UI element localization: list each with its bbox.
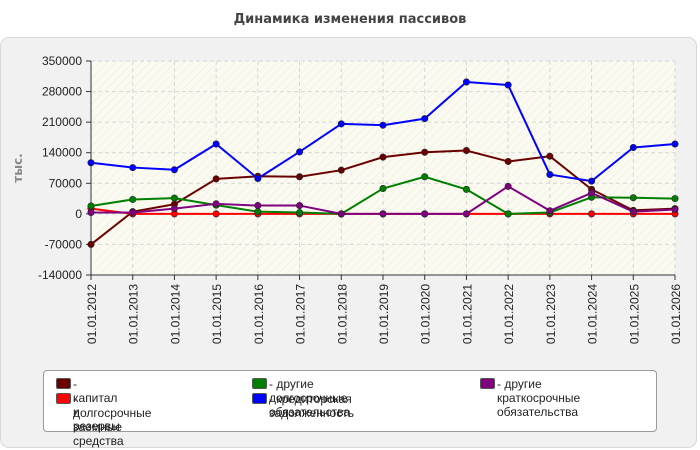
data-point — [212, 140, 220, 148]
legend-swatch — [252, 393, 267, 404]
data-point — [629, 143, 637, 151]
y-axis-label: тыс. — [11, 153, 25, 182]
data-point — [212, 200, 220, 208]
data-point — [462, 185, 470, 193]
x-tick-label: 01.01.2022 — [502, 284, 516, 344]
legend-label: - кредиторская задолженность — [269, 392, 354, 420]
data-point — [170, 194, 178, 202]
data-point — [296, 209, 304, 217]
data-point — [296, 148, 304, 156]
data-point — [421, 148, 429, 156]
data-point — [379, 185, 387, 193]
x-tick-label: 01.01.2013 — [127, 284, 141, 344]
x-tick-label: 01.01.2024 — [586, 284, 600, 344]
data-point — [296, 173, 304, 181]
legend-swatch — [56, 378, 71, 389]
data-point — [421, 173, 429, 181]
y-tick-label: 140000 — [42, 146, 82, 160]
data-point — [337, 166, 345, 174]
data-point — [462, 147, 470, 155]
data-point — [588, 177, 596, 185]
data-point — [87, 159, 95, 167]
x-tick-label: 01.01.2023 — [544, 284, 558, 344]
data-point — [504, 81, 512, 89]
x-tick-label: 01.01.2026 — [669, 284, 683, 344]
y-tick-label: 70000 — [49, 176, 83, 190]
x-tick-label: 01.01.2016 — [252, 284, 266, 344]
data-point — [504, 210, 512, 218]
y-tick-label: 280000 — [42, 85, 82, 99]
x-tick-label: 01.01.2015 — [210, 284, 224, 344]
x-tick-label: 01.01.2019 — [377, 284, 391, 344]
data-point — [671, 140, 679, 148]
legend-label: - другие долгосрочные обязательства — [269, 377, 350, 419]
x-tick-label: 01.01.2017 — [294, 284, 308, 344]
data-point — [504, 157, 512, 165]
data-point — [129, 209, 137, 217]
data-point — [337, 210, 345, 218]
data-point — [254, 174, 262, 182]
data-point — [254, 208, 262, 216]
axes: 350000 280000 210000 140000 70000 0 -70000 -140… — [38, 54, 683, 344]
data-point — [296, 202, 304, 210]
data-point — [254, 202, 262, 210]
x-tick-label: 01.01.2014 — [168, 284, 182, 344]
data-point — [212, 210, 220, 218]
legend-label: - капитал и резервы — [73, 377, 120, 433]
data-point — [379, 153, 387, 161]
data-point — [87, 202, 95, 210]
y-tick-label: 0 — [75, 207, 82, 221]
data-point — [462, 78, 470, 86]
data-point — [546, 171, 554, 179]
data-point — [546, 207, 554, 215]
chart-title: Динамика изменения пассивов — [233, 12, 467, 27]
data-point — [421, 210, 429, 218]
data-point — [129, 164, 137, 172]
y-tick-label: -140000 — [38, 268, 82, 282]
data-point — [421, 115, 429, 123]
y-tick-label: 350000 — [42, 54, 82, 68]
data-point — [588, 189, 596, 197]
x-tick-label: 01.01.2018 — [335, 284, 349, 344]
data-point — [212, 175, 220, 183]
data-point — [462, 210, 470, 218]
x-tick-label: 01.01.2025 — [627, 284, 641, 344]
data-point — [546, 152, 554, 160]
data-point — [87, 209, 95, 217]
data-point — [170, 205, 178, 213]
legend-swatch — [56, 393, 71, 404]
data-point — [671, 195, 679, 203]
data-point — [379, 210, 387, 218]
y-tick-label: -70000 — [45, 237, 83, 251]
data-point — [588, 210, 596, 218]
x-tick-label: 01.01.2012 — [85, 284, 99, 344]
legend-swatch — [480, 378, 495, 389]
legend-label: - другие краткосрочные обязательства — [497, 377, 581, 419]
data-point — [629, 208, 637, 216]
legend-swatch — [252, 378, 267, 389]
data-point — [129, 195, 137, 203]
data-point — [337, 120, 345, 128]
y-tick-label: 210000 — [42, 115, 82, 129]
data-point — [671, 205, 679, 213]
data-point — [504, 182, 512, 190]
series — [87, 78, 679, 248]
data-point — [629, 194, 637, 202]
data-point — [379, 121, 387, 129]
x-tick-label: 01.01.2021 — [460, 284, 474, 344]
legend: - капитал и резервы - другие долгосрочные… — [43, 370, 657, 448]
legend-label: - долгосрочные заемные средства — [73, 392, 152, 448]
data-point — [170, 166, 178, 174]
x-tick-label: 01.01.2020 — [419, 284, 433, 344]
data-point — [87, 240, 95, 248]
